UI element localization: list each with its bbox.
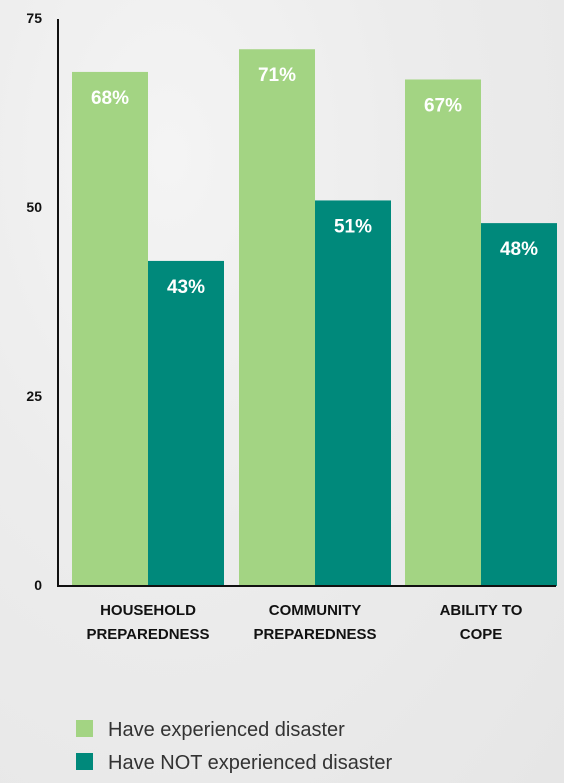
y-tick-label: 75: [26, 10, 42, 26]
legend-label: Have NOT experienced disaster: [108, 752, 393, 774]
data-label: 71%: [258, 65, 296, 86]
category-label: ABILITY TO COPE: [440, 602, 523, 643]
x-labels-layer: HOUSEHOLD PREPAREDNESS COMMUNITY PREPAREDNE…: [86, 602, 522, 643]
bar-not-experienced: [148, 260, 224, 586]
y-tick-label: 50: [26, 199, 42, 215]
y-ticks-layer: 0 25 50 75: [26, 10, 42, 593]
data-label: 51%: [334, 216, 372, 237]
legend-swatch: [76, 753, 93, 770]
category-label-line: ABILITY TO: [440, 602, 523, 619]
data-labels-layer: 68% 71% 67% 43% 51% 48%: [91, 65, 538, 298]
category-label-line: COMMUNITY: [269, 602, 362, 619]
data-label: 43%: [167, 277, 205, 298]
category-label: HOUSEHOLD PREPAREDNESS: [86, 602, 209, 643]
data-label: 68%: [91, 88, 129, 109]
category-label-line: COPE: [460, 626, 503, 643]
legend-label: Have experienced disaster: [108, 719, 345, 741]
bar-not-experienced: [315, 200, 391, 586]
category-label-line: HOUSEHOLD: [100, 602, 196, 619]
legend-swatch: [76, 720, 93, 737]
category-label: COMMUNITY PREPAREDNESS: [253, 602, 376, 643]
category-label-line: PREPAREDNESS: [253, 626, 376, 643]
y-tick-label: 25: [26, 388, 42, 404]
y-tick-label: 0: [34, 577, 42, 593]
bar-experienced: [405, 79, 481, 586]
bar-not-experienced: [481, 223, 557, 586]
bar-experienced: [72, 71, 148, 587]
legend: Have experienced disaster Have NOT experi…: [76, 719, 393, 774]
bar-experienced: [239, 49, 315, 587]
data-label: 67%: [424, 95, 462, 116]
bars-layer: [72, 49, 557, 587]
data-label: 48%: [500, 239, 538, 260]
category-label-line: PREPAREDNESS: [86, 626, 209, 643]
